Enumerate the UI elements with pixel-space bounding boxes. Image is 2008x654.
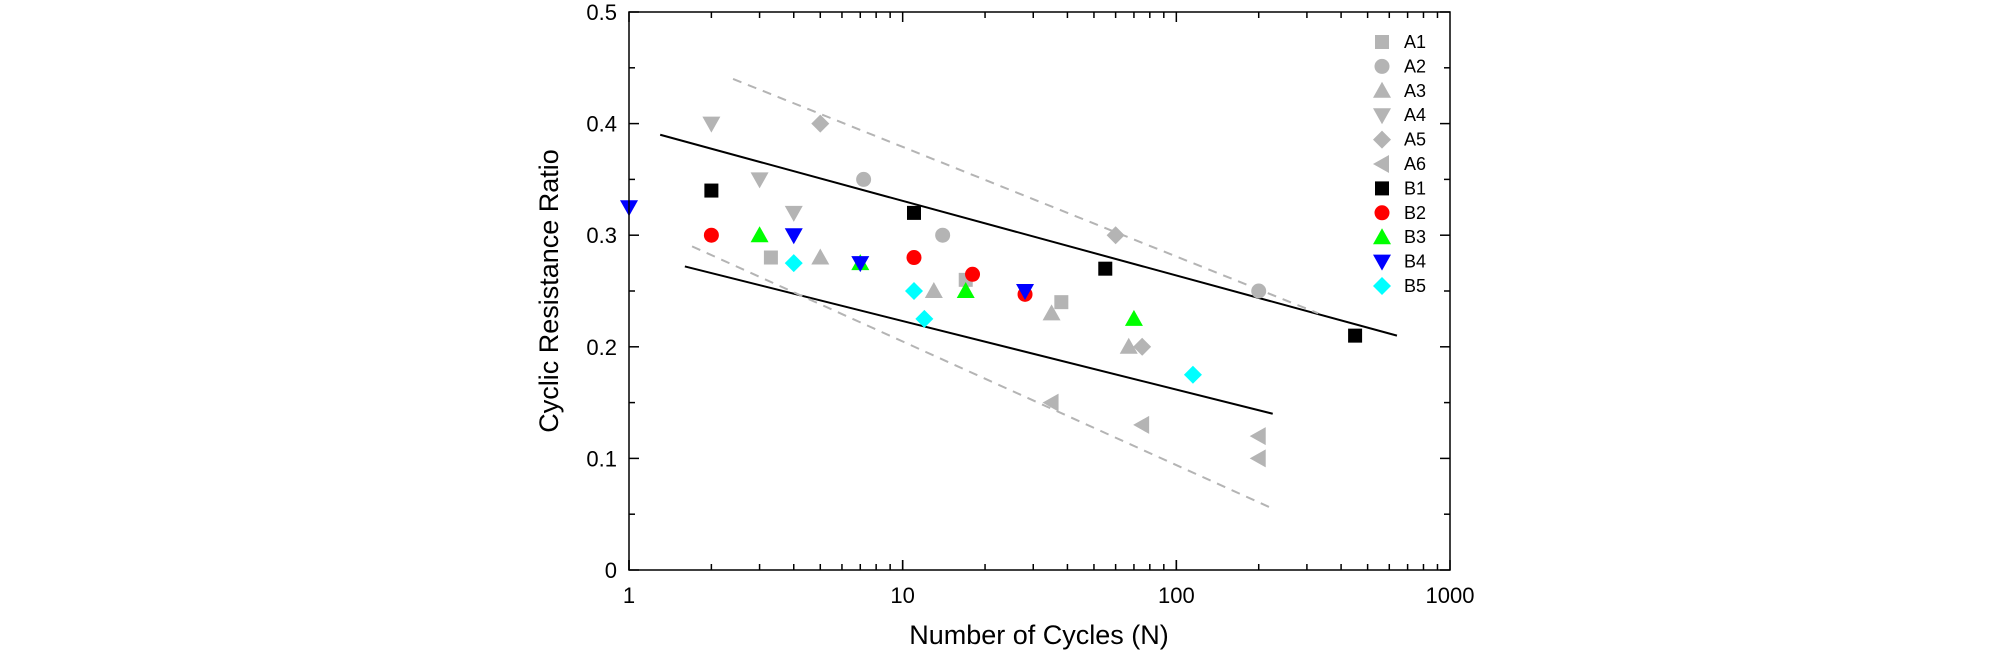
point-a6	[1249, 449, 1266, 468]
dashed-bound-line	[691, 245, 1274, 510]
legend-label: B2	[1404, 203, 1426, 223]
y-tick-label: 0.1	[586, 446, 617, 471]
legend-marker-b4	[1373, 254, 1391, 271]
legend-marker-b1	[1375, 181, 1389, 196]
x-tick-label: 1	[623, 583, 635, 608]
point-a3	[1042, 304, 1061, 321]
point-a6	[1249, 427, 1266, 446]
tick-labels: 1 10 100 1000 0 0.1 0.2 0.3 0.4 0.5	[586, 0, 1474, 608]
x-tick-label: 10	[890, 583, 914, 608]
legend-label: A5	[1404, 130, 1426, 150]
y-tick-label: 0.3	[586, 223, 617, 248]
point-a6	[1042, 393, 1059, 412]
point-a6	[1133, 415, 1150, 434]
legend-label: A6	[1404, 154, 1426, 174]
x-axis-title: Number of Cycles (N)	[909, 620, 1169, 650]
point-a1	[763, 250, 778, 265]
legend-marker-b2	[1374, 205, 1390, 221]
point-b2	[703, 227, 719, 243]
trend-line	[684, 265, 1273, 415]
y-tick-label: 0.4	[586, 112, 617, 137]
point-b2	[906, 250, 922, 266]
point-a5	[811, 114, 830, 133]
legend-marker-a1	[1375, 35, 1389, 49]
point-a3	[1119, 337, 1138, 354]
point-b4	[1016, 284, 1035, 300]
point-b5	[784, 254, 803, 273]
legend: A1 A2 A3 A4 A5 A6 B1 B2 B3 B4 B5	[1373, 32, 1426, 296]
x-tick-label: 1000	[1426, 583, 1475, 608]
point-a5	[1133, 337, 1152, 356]
legend-label: B4	[1404, 252, 1426, 272]
point-b1	[1348, 328, 1363, 343]
axis-ticks	[628, 11, 1451, 571]
legend-label: B1	[1404, 178, 1426, 198]
point-b1	[1098, 261, 1113, 276]
x-tick-label: 100	[1158, 583, 1195, 608]
point-a2	[935, 227, 951, 243]
point-b3	[956, 282, 975, 298]
point-b4	[784, 228, 803, 245]
legend-marker-a3	[1373, 81, 1391, 98]
legend-marker-b3	[1373, 228, 1391, 245]
point-a3	[924, 282, 943, 298]
trend-line	[659, 133, 1398, 337]
legend-label: A4	[1404, 105, 1426, 125]
point-a4	[784, 205, 803, 222]
point-a2	[1251, 283, 1267, 299]
point-a4	[702, 116, 721, 133]
legend-label: A2	[1404, 56, 1426, 76]
y-tick-label: 0.2	[586, 335, 617, 360]
legend-marker-a4	[1373, 108, 1391, 125]
legend-label: B3	[1404, 227, 1426, 247]
legend-marker-a5	[1373, 130, 1391, 149]
data-points	[620, 114, 1363, 468]
fit-lines	[659, 78, 1398, 510]
y-tick-label: 0.5	[586, 0, 617, 25]
point-a5	[1106, 226, 1125, 245]
point-b4	[851, 256, 870, 273]
point-a2	[856, 171, 872, 187]
legend-label: A3	[1404, 81, 1426, 101]
point-b5	[915, 309, 934, 328]
legend-marker-b5	[1373, 277, 1391, 295]
legend-label: A1	[1404, 32, 1426, 52]
point-b3	[1124, 309, 1143, 326]
legend-label: B5	[1404, 276, 1426, 296]
point-a3	[811, 248, 830, 265]
dashed-bound-line	[732, 78, 1319, 315]
point-b5	[904, 282, 923, 300]
point-a4	[750, 172, 769, 189]
legend-marker-a2	[1374, 58, 1390, 74]
point-b3	[750, 226, 769, 243]
point-b1	[704, 183, 719, 198]
legend-marker-a6	[1373, 155, 1389, 173]
y-axis-title: Cyclic Resistance Ratio	[534, 149, 564, 433]
point-a1	[1054, 295, 1069, 310]
y-tick-label: 0	[605, 558, 617, 583]
point-b1	[906, 205, 921, 220]
plot-frame	[628, 11, 1451, 571]
point-b2	[965, 266, 981, 282]
point-b5	[1183, 365, 1202, 384]
